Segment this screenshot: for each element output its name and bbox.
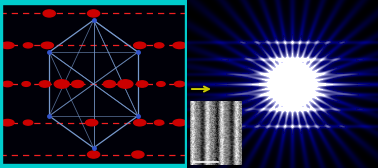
Ellipse shape: [87, 151, 100, 158]
Ellipse shape: [175, 81, 185, 87]
Ellipse shape: [54, 80, 69, 88]
Ellipse shape: [43, 10, 55, 17]
Ellipse shape: [85, 119, 98, 126]
Bar: [0, 0, 2, 168]
Ellipse shape: [157, 82, 165, 86]
Ellipse shape: [118, 80, 133, 88]
Ellipse shape: [71, 80, 84, 88]
Ellipse shape: [1, 42, 14, 49]
Ellipse shape: [23, 43, 33, 48]
Ellipse shape: [103, 80, 116, 88]
Bar: [0, 164, 187, 168]
Ellipse shape: [154, 43, 164, 48]
Ellipse shape: [39, 81, 51, 87]
Ellipse shape: [173, 42, 186, 49]
Ellipse shape: [22, 82, 30, 86]
Ellipse shape: [132, 151, 144, 158]
Ellipse shape: [136, 81, 148, 87]
Ellipse shape: [154, 120, 164, 125]
Ellipse shape: [23, 120, 33, 125]
Ellipse shape: [2, 81, 12, 87]
Ellipse shape: [87, 10, 100, 17]
Ellipse shape: [41, 42, 53, 49]
Ellipse shape: [134, 42, 146, 49]
Bar: [0, 0, 187, 4]
Bar: [185, 0, 187, 168]
Ellipse shape: [134, 119, 146, 126]
Ellipse shape: [173, 119, 186, 126]
Ellipse shape: [1, 119, 14, 126]
